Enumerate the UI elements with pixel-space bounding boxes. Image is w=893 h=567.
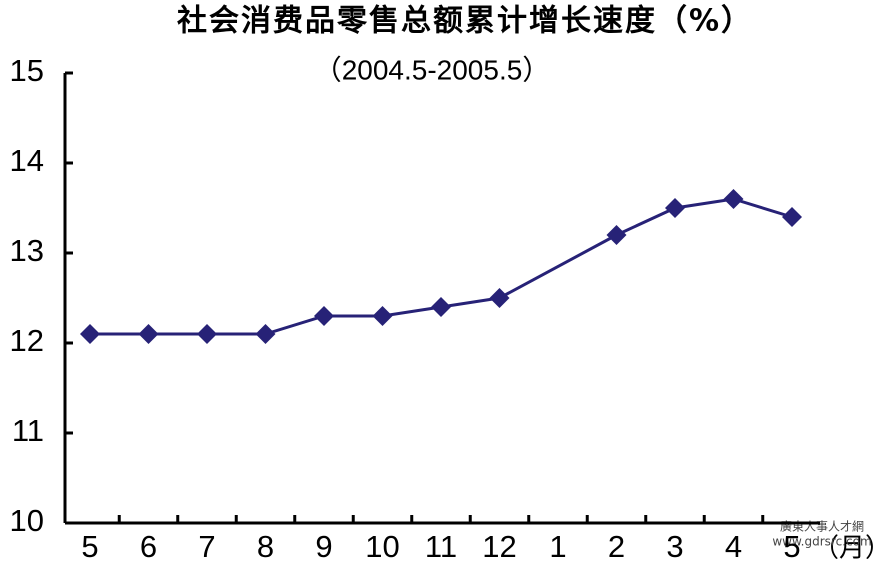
x-tick-label: 7 xyxy=(198,529,215,564)
y-tick-label: 15 xyxy=(10,53,44,88)
x-tick-label: 6 xyxy=(140,529,157,564)
data-point xyxy=(197,324,217,344)
data-point xyxy=(138,324,159,344)
y-tick-label: 14 xyxy=(10,143,44,178)
x-tick-label: 11 xyxy=(425,529,457,564)
x-tick-label: 2 xyxy=(608,529,625,564)
x-unit: （月） xyxy=(813,534,891,564)
x-tick-label: 8 xyxy=(257,529,274,564)
x-tick-label: 4 xyxy=(725,529,742,564)
data-point xyxy=(80,324,100,344)
chart-title: 社会消费品零售总额累计增长速度（%） xyxy=(177,4,753,39)
x-tick-label: 9 xyxy=(315,529,332,564)
line-connector xyxy=(498,233,618,300)
x-tick-label: 5 xyxy=(783,529,800,564)
y-tick-label: 13 xyxy=(10,233,44,268)
data-point xyxy=(665,198,685,218)
watermark: www.gdrsrc.com xyxy=(772,535,871,549)
data-point xyxy=(723,189,744,209)
data-point xyxy=(255,324,276,344)
x-tick-label: 5 xyxy=(81,529,98,564)
data-point xyxy=(314,306,334,326)
data-point xyxy=(431,297,451,317)
x-tick-label: 3 xyxy=(666,529,683,564)
data-point xyxy=(489,288,510,308)
data-point xyxy=(606,225,627,245)
data-point xyxy=(372,306,393,326)
y-tick-label: 10 xyxy=(10,503,44,538)
chart-subtitle: （2004.5-2005.5） xyxy=(314,54,551,85)
y-tick-label: 12 xyxy=(10,323,44,358)
x-tick-label: 10 xyxy=(365,529,399,564)
x-tick-label: 1 xyxy=(549,529,566,564)
data-point xyxy=(782,207,802,227)
y-tick-label: 11 xyxy=(12,413,44,448)
x-tick-label: 12 xyxy=(482,529,516,564)
